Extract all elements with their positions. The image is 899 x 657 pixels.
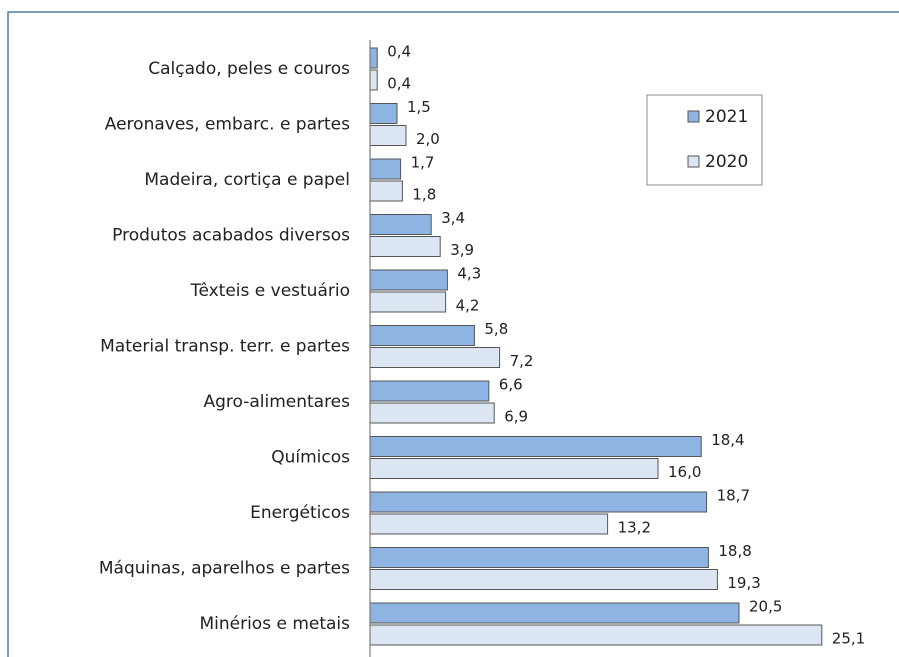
category-label: Químicos [271,448,350,468]
data-label: 1,7 [411,154,435,172]
bar [369,458,659,479]
bar [369,569,718,590]
data-label: 4,2 [456,297,480,315]
bar [369,547,709,568]
data-label: 16,0 [668,463,701,481]
data-label: 0,4 [387,43,411,61]
bar [369,47,378,69]
data-label: 18,4 [711,431,744,449]
data-label: 4,3 [457,265,481,283]
bar [369,269,448,291]
bar [369,180,403,202]
bar [369,69,378,91]
bar [369,236,441,257]
category-label: Energéticos [250,503,350,523]
data-label: 3,4 [441,209,465,227]
bar [369,325,475,346]
category-label: Agro-alimentares [203,392,350,412]
bar [369,125,407,146]
legend-label: 2020 [705,152,748,172]
bar [369,491,708,513]
data-label: 6,6 [499,376,523,394]
data-label: 18,8 [718,542,751,560]
bar [369,347,501,368]
data-label: 7,2 [510,352,534,370]
data-label: 1,5 [407,98,431,116]
chart-frame [7,11,899,657]
data-label: 18,7 [717,487,750,505]
data-label: 25,1 [832,630,865,648]
category-label: Madeira, cortiça e papel [144,170,350,190]
bar [369,602,740,624]
bar [369,436,702,457]
data-label: 0,4 [387,75,411,93]
bar [369,513,609,535]
bar [369,380,490,402]
data-label: 5,8 [484,320,508,338]
data-label: 3,9 [450,241,474,259]
bar [369,214,432,235]
legend-label: 2021 [705,107,748,127]
legend-swatch [687,155,700,168]
bar [369,402,495,424]
category-label: Material transp. terr. e partes [100,337,350,357]
data-label: 1,8 [412,186,436,204]
legend-swatch [687,110,700,123]
category-label: Têxteis e vestuário [189,281,350,301]
category-label: Minérios e metais [199,614,350,634]
bar [369,291,447,313]
data-label: 13,2 [618,519,651,537]
bar [369,158,402,180]
legend-box [646,94,763,186]
category-label: Aeronaves, embarc. e partes [105,115,350,135]
data-label: 19,3 [727,574,760,592]
bar [369,103,398,124]
category-label: Calçado, peles e couros [148,59,350,79]
bar [369,624,823,646]
data-label: 20,5 [749,598,782,616]
category-label: Produtos acabados diversos [112,226,350,246]
category-label: Máquinas, aparelhos e partes [99,559,350,579]
data-label: 6,9 [504,408,528,426]
data-label: 2,0 [416,130,440,148]
